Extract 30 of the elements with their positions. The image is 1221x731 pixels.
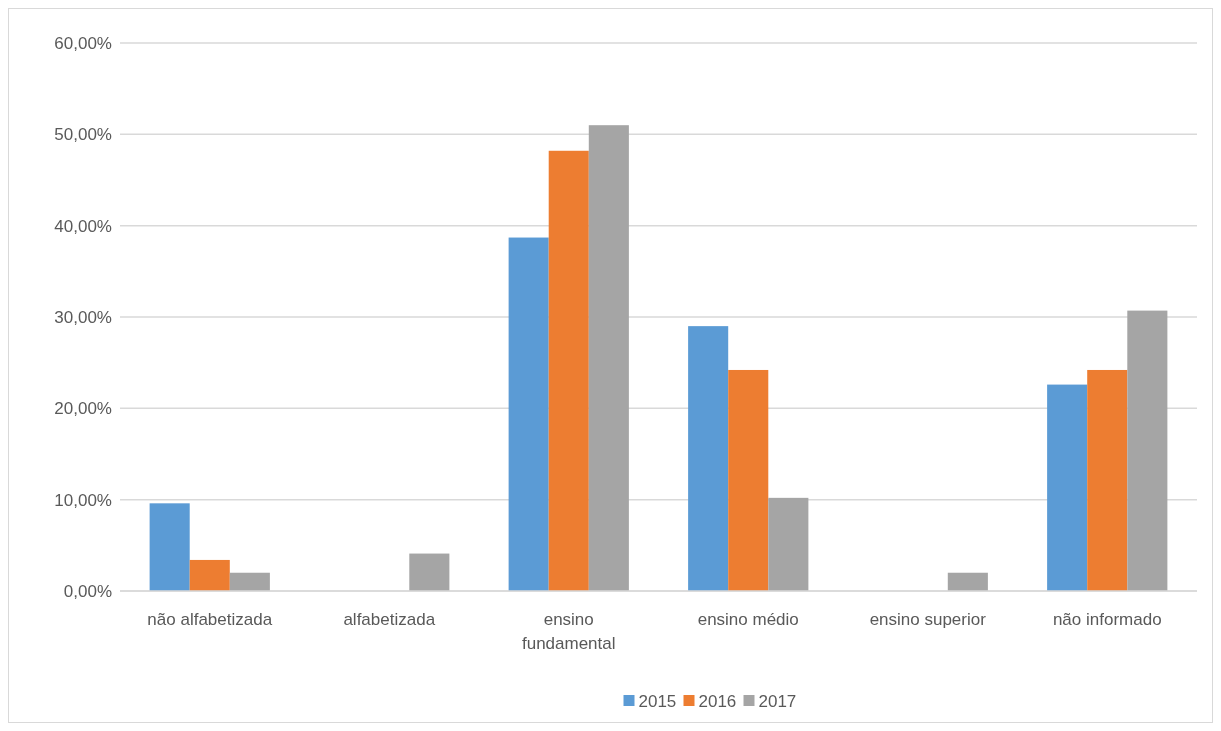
x-tick-label: alfabetizada xyxy=(343,610,436,629)
bar xyxy=(229,572,270,591)
bar xyxy=(548,150,589,591)
bar xyxy=(1087,369,1128,591)
bar xyxy=(768,497,809,591)
bar xyxy=(728,369,769,591)
y-tick-label: 40,00% xyxy=(54,216,112,236)
y-tick-label: 10,00% xyxy=(54,490,112,510)
x-tick-label: ensino médio xyxy=(697,610,799,629)
bar xyxy=(409,553,450,591)
bar xyxy=(149,503,190,591)
x-tick-label: ensino superior xyxy=(869,610,987,629)
y-tick-label: 20,00% xyxy=(54,399,112,419)
x-tick-label: ensino fundamental xyxy=(521,610,616,653)
bar xyxy=(947,572,988,591)
x-tick-label: não informado xyxy=(1052,610,1162,629)
y-tick-label: 30,00% xyxy=(54,307,112,327)
bar xyxy=(688,326,729,591)
bar xyxy=(588,125,629,591)
x-tick-label: não alfabetizada xyxy=(147,610,273,629)
y-tick-label: 0,00% xyxy=(63,581,112,601)
legend-label: 2015 xyxy=(638,691,677,711)
y-tick-label: 50,00% xyxy=(54,125,112,145)
legend-label: 2016 xyxy=(698,691,737,711)
y-tick-label: 60,00% xyxy=(54,33,112,53)
legend-label: 2017 xyxy=(758,691,797,711)
bar xyxy=(508,237,549,591)
bar xyxy=(189,559,230,591)
bar xyxy=(1127,310,1168,591)
bar xyxy=(1047,384,1088,591)
